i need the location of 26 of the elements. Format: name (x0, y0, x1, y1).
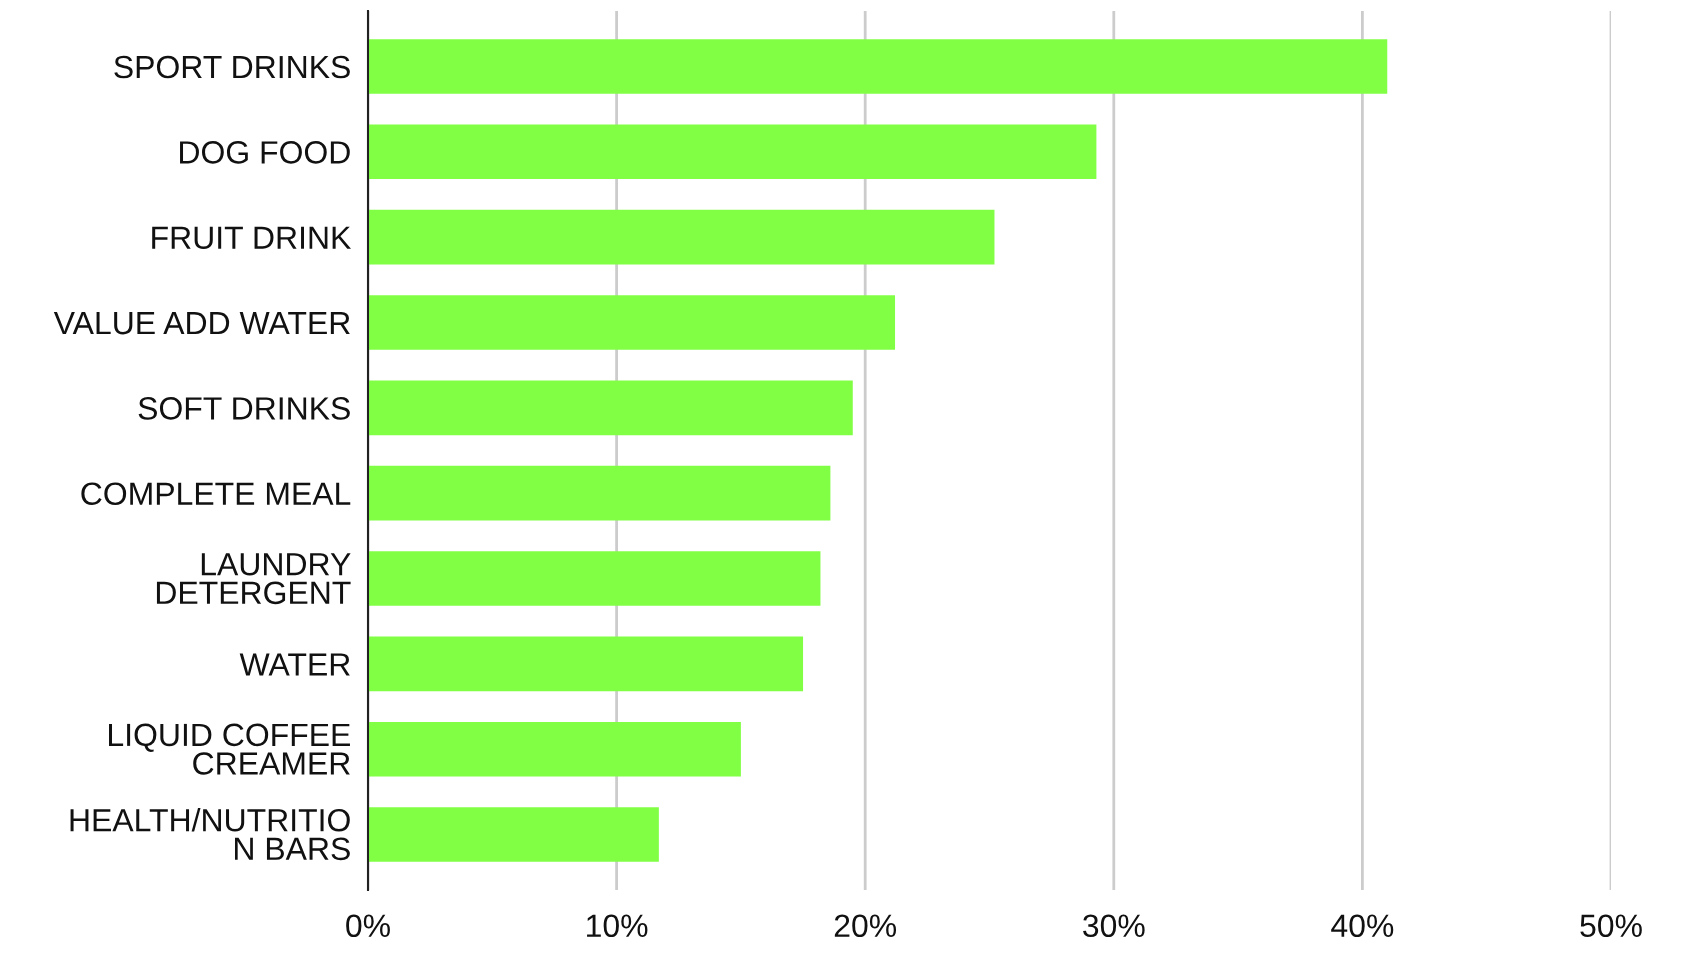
y-tick-label: VALUE ADD WATER (53, 312, 350, 335)
y-tick-label: HEALTH/NUTRITIO N BARS (70, 808, 350, 861)
bar (368, 721, 741, 777)
x-tick-label: 40% (1331, 914, 1394, 938)
y-tick-label: SOFT DRINKS (138, 397, 350, 420)
y-tick-label: LAUNDRY DETERGENT (156, 553, 351, 605)
y-tick-label: LIQUID COFFEE CREAMER (109, 723, 350, 775)
bar (368, 380, 853, 436)
bar (368, 39, 1388, 94)
x-tick-label: 10% (587, 914, 648, 938)
bar (368, 807, 659, 862)
bar (368, 124, 1097, 180)
y-tick-label: DOG FOOD (180, 141, 350, 164)
x-tick-label: 50% (1580, 914, 1642, 938)
y-tick-label: FRUIT DRINK (152, 226, 351, 250)
y-tick-label: COMPLETE MEAL (81, 482, 351, 506)
bar (368, 295, 896, 350)
x-tick-label: 0% (346, 914, 390, 938)
x-tick-label: 30% (1083, 914, 1145, 938)
y-tick-label: WATER (239, 653, 350, 676)
bar (368, 551, 821, 606)
x-tick-label: 20% (834, 914, 897, 938)
bar (368, 209, 995, 265)
bar (368, 636, 804, 692)
bar (368, 465, 831, 521)
y-tick-label: SPORT DRINKS (114, 55, 350, 79)
